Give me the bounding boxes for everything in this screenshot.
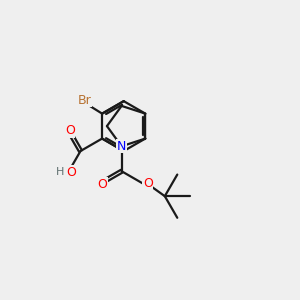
- Text: O: O: [97, 178, 107, 190]
- Text: H: H: [56, 167, 64, 177]
- Text: O: O: [65, 124, 75, 137]
- Text: Br: Br: [78, 94, 92, 106]
- Text: O: O: [143, 177, 153, 190]
- Text: O: O: [66, 166, 76, 179]
- Text: N: N: [117, 140, 126, 153]
